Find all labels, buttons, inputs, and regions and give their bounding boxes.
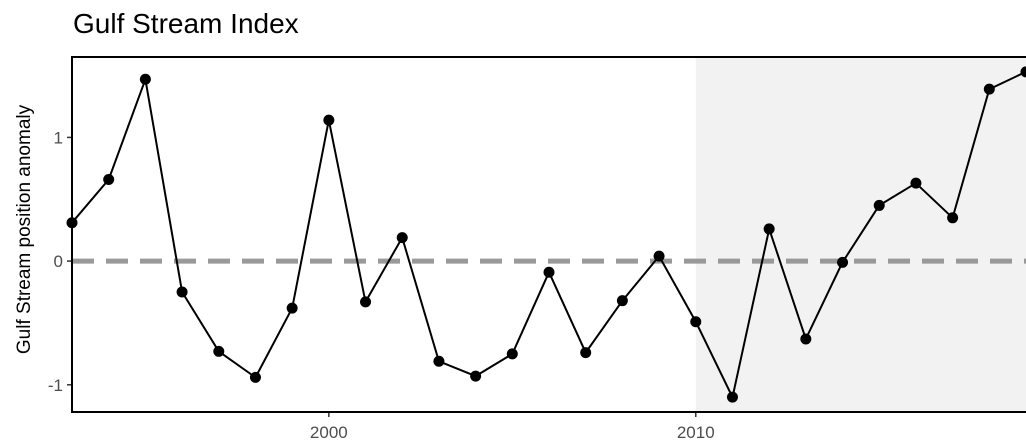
data-point [433,355,445,367]
data-point [249,371,261,383]
data-point [763,223,775,235]
y-tick-label: 0 [54,252,63,271]
y-axis-ticks: -1 0 1 [48,128,72,395]
data-points [66,66,1026,403]
data-point [837,256,849,268]
data-point [910,177,922,189]
data-point [726,391,738,403]
data-point [616,295,628,307]
data-point [139,73,151,85]
data-point [873,199,885,211]
data-point [1020,66,1026,78]
data-point [396,232,408,244]
data-point [176,286,188,298]
data-point [323,114,335,126]
x-axis-ticks: 2000 2010 [310,412,715,442]
data-point [983,83,995,95]
data-point [653,250,665,262]
data-point [506,348,518,360]
y-axis-label: Gulf Stream position anomaly [14,104,35,354]
data-point [580,347,592,359]
data-point [690,316,702,328]
y-tick-label: 1 [54,128,63,147]
data-point [286,302,298,314]
x-tick-label: 2010 [677,423,715,442]
x-tick-label: 2000 [310,423,348,442]
data-point [543,266,555,278]
panel-border [71,56,1026,413]
data-point [213,345,225,357]
y-tick-label: -1 [48,376,63,395]
chart-title: Gulf Stream Index [73,8,299,39]
data-point [800,333,812,345]
data-point [947,212,959,224]
data-point [360,296,372,308]
data-point [103,173,115,185]
data-point [470,370,482,382]
